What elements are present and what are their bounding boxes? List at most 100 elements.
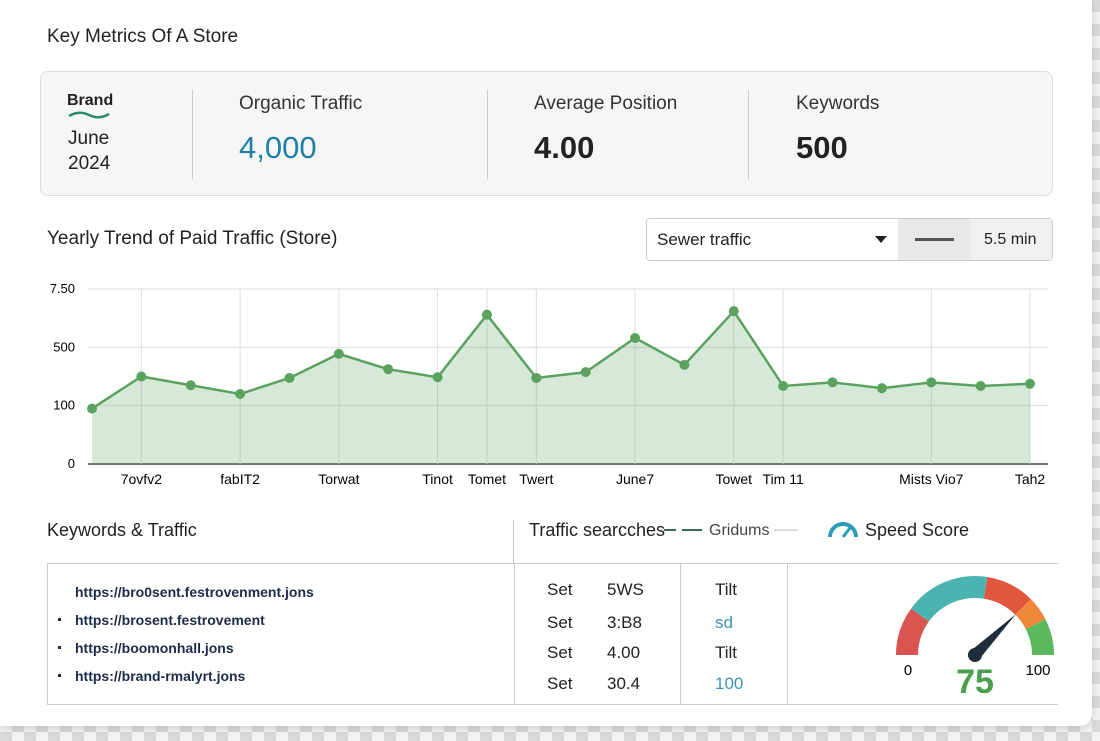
x-tick-label: Tah2 bbox=[1015, 471, 1046, 487]
legend-swatch bbox=[774, 529, 798, 531]
metric-label: Average Position bbox=[534, 93, 678, 114]
keywords-panel bbox=[47, 563, 516, 705]
legend-swatch bbox=[664, 529, 702, 531]
data-point bbox=[383, 364, 394, 375]
data-point bbox=[630, 333, 641, 343]
metric-label: Keywords bbox=[796, 93, 880, 114]
year: 2024 bbox=[68, 153, 111, 174]
gauge-min: 0 bbox=[904, 662, 912, 679]
speed-gauge: 0 100 75 bbox=[896, 576, 1054, 701]
bullet bbox=[58, 674, 61, 677]
y-tick-label: 7.50 bbox=[50, 281, 75, 296]
data-point bbox=[481, 309, 492, 320]
data-point bbox=[87, 403, 97, 414]
needle-hub bbox=[968, 648, 982, 662]
traffic-table bbox=[514, 563, 682, 705]
section-title: Keywords & Traffic bbox=[47, 520, 197, 540]
dropdown-arrow bbox=[875, 236, 887, 243]
table-cell: Set bbox=[547, 674, 573, 693]
gauge-segment bbox=[1025, 619, 1054, 656]
range-slider[interactable] bbox=[898, 219, 971, 260]
x-tick-label: Tomet bbox=[468, 471, 506, 487]
duration: 5.5 min bbox=[984, 231, 1037, 248]
data-point bbox=[136, 371, 147, 382]
metric-label: Organic Traffic bbox=[239, 93, 363, 114]
bullet bbox=[58, 618, 61, 621]
divider bbox=[513, 520, 514, 565]
data-point bbox=[185, 380, 196, 391]
data-point bbox=[1025, 378, 1035, 389]
data-point bbox=[926, 377, 937, 388]
x-tick-label: Mists Vio7 bbox=[899, 471, 964, 487]
table-cell: 3:B8 bbox=[607, 613, 642, 632]
brand-label: Brand bbox=[67, 92, 114, 109]
area-chart: 0 100 500 7.50 7ovfv2 fabIT2 Torwat Tinot Tomet T… bbox=[50, 281, 1048, 487]
table-cell: Set bbox=[547, 580, 573, 599]
x-tick-label: fabIT2 bbox=[220, 471, 260, 487]
data-point bbox=[333, 348, 344, 359]
separator bbox=[748, 90, 749, 180]
data-point bbox=[432, 372, 443, 383]
chart-title: Yearly Trend of Paid Traffic (Store) bbox=[47, 228, 338, 249]
url: https://boomonhall.jons bbox=[75, 640, 234, 656]
traffic-table-side bbox=[680, 563, 789, 705]
metric-value: 4.00 bbox=[534, 130, 595, 165]
table-cell: 30.4 bbox=[607, 674, 641, 693]
separator bbox=[192, 90, 193, 180]
gauge-segment bbox=[1015, 599, 1046, 630]
x-tick-label: Towet bbox=[716, 471, 753, 487]
x-tick-label: June7 bbox=[616, 471, 654, 487]
section-title: Speed Score bbox=[865, 520, 970, 540]
table-cell: Tilt bbox=[715, 580, 738, 599]
bullet bbox=[58, 646, 61, 649]
gauge-needle bbox=[970, 613, 1017, 660]
table-cell: Set bbox=[547, 643, 573, 662]
table-cell: 5WS bbox=[607, 580, 644, 599]
metric-value: 500 bbox=[796, 130, 848, 165]
trend-line bbox=[91, 309, 1031, 410]
section-title: Traffic searcches bbox=[529, 520, 666, 540]
data-point bbox=[580, 367, 591, 378]
gauge-segment bbox=[896, 608, 930, 656]
metrics-panel: Brand June 2024 Organic Traffic 4,000 Av… bbox=[40, 71, 1053, 196]
x-tick-label: Tinot bbox=[422, 471, 453, 487]
table-cell: Tilt bbox=[715, 643, 738, 662]
y-tick-label: 100 bbox=[53, 398, 75, 413]
data-point bbox=[531, 372, 542, 383]
gauge-segment bbox=[983, 576, 1031, 616]
url: https://brand-rmalyrt.jons bbox=[75, 668, 246, 684]
data-point bbox=[235, 389, 246, 399]
data-point bbox=[876, 383, 887, 394]
table-cell: sd bbox=[715, 613, 733, 632]
legend-label: Gridums bbox=[709, 522, 770, 539]
slider-bar bbox=[915, 238, 954, 241]
x-tick-label: Torwat bbox=[318, 471, 359, 487]
month: June bbox=[68, 128, 110, 149]
dashboard-card: Key Metrics Of A Store Brand June 2024 O… bbox=[40, 26, 1058, 705]
x-tick-label: 7ovfv2 bbox=[121, 471, 162, 487]
speed-icon bbox=[828, 522, 858, 538]
url: https://bro0sent.festrovenment.jons bbox=[75, 584, 314, 600]
metric-value: 4,000 bbox=[239, 130, 317, 165]
table-cell: 100 bbox=[715, 674, 744, 693]
page-title: Key Metrics Of A Store bbox=[47, 26, 239, 47]
gauge-segment bbox=[911, 576, 988, 622]
gauge-value: 75 bbox=[956, 663, 994, 701]
data-point bbox=[975, 380, 986, 391]
x-tick-label: Tim 11 bbox=[763, 471, 804, 487]
y-tick-label: 500 bbox=[53, 339, 75, 354]
data-point bbox=[679, 359, 690, 370]
data-point bbox=[728, 306, 739, 317]
duration-box bbox=[971, 219, 1052, 260]
gauge-max: 100 bbox=[1025, 662, 1050, 679]
table-cell: 4.00 bbox=[607, 643, 641, 662]
data-point bbox=[778, 380, 789, 391]
url: https://brosent.festrovement bbox=[75, 612, 265, 628]
dropdown-value: Sewer traffic bbox=[657, 230, 752, 249]
area-fill bbox=[92, 311, 1030, 464]
traffic-selector[interactable]: Sewer traffic 5.5 min bbox=[646, 218, 1053, 261]
data-point bbox=[284, 372, 295, 383]
data-point bbox=[827, 377, 838, 388]
